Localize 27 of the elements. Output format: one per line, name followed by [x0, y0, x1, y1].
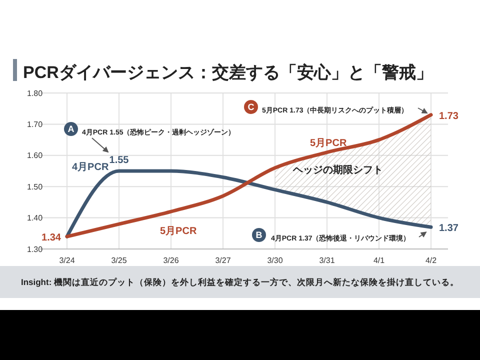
data-label: 1.37: [439, 223, 459, 234]
x-tick-label: 3/24: [59, 256, 76, 265]
text: Insight: 機関は直近のプット（保険）を外し利益を確定する一方で、次限月へ新たな保険を掛け直している。: [20, 276, 460, 287]
annotation: ヘッジの期限シフト: [292, 164, 383, 176]
y-tick-label: 1.80: [27, 88, 44, 98]
series-label: 4月PCR: [72, 162, 110, 173]
annotation: B: [256, 230, 263, 240]
y-tick-label: 1.30: [27, 244, 44, 254]
series-label: 5月PCR: [310, 138, 348, 149]
x-tick-label: 4/1: [373, 256, 386, 265]
y-tick-label: 1.70: [27, 120, 44, 129]
x-tick-label: 3/27: [215, 256, 232, 265]
data-label: 1.55: [109, 155, 130, 166]
y-tick-label: 1.60: [27, 151, 44, 160]
y-tick-label: 1.40: [27, 214, 44, 223]
annotation: A: [68, 124, 75, 134]
x-tick-label: 4/2: [425, 256, 438, 265]
annotation: C: [248, 102, 255, 112]
x-tick-label: 3/25: [111, 256, 128, 265]
y-tick-label: 1.50: [27, 182, 44, 192]
data-label: 1.73: [439, 110, 459, 122]
x-tick-label: 3/30: [267, 256, 284, 265]
text: 5月PCR: [160, 226, 197, 237]
x-tick-label: 3/31: [319, 256, 336, 265]
chart-title: PCRダイバージェンス：交差する「安心」と「警戒」: [23, 63, 433, 82]
data-label: 1.34: [42, 232, 62, 244]
x-tick-label: 3/26: [163, 256, 180, 265]
